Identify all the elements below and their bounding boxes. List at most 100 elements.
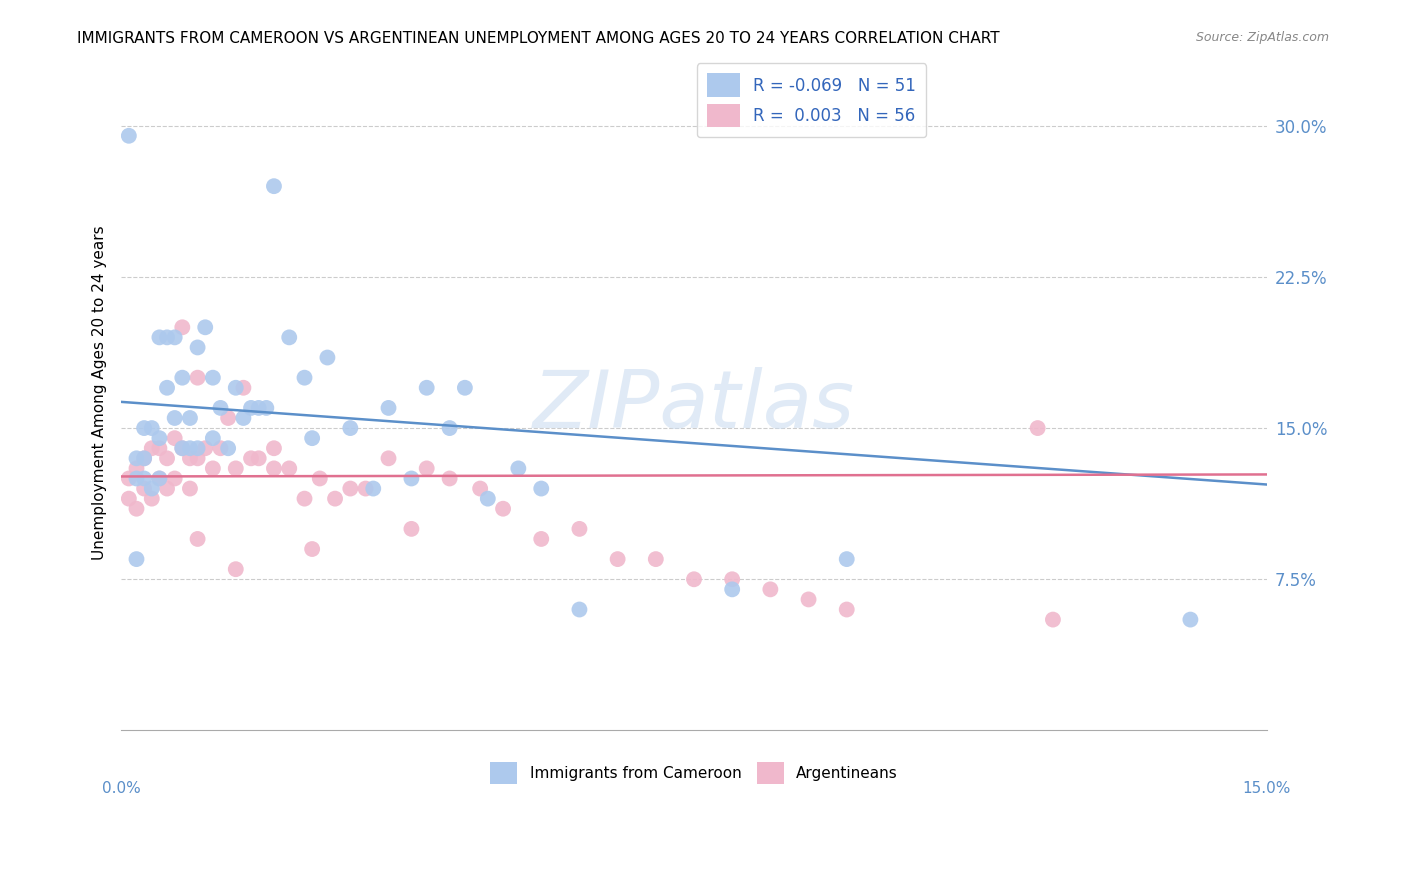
- Point: [439, 471, 461, 485]
- Point: [568, 522, 591, 536]
- Point: [454, 381, 477, 395]
- Point: [141, 421, 163, 435]
- Point: [134, 482, 156, 496]
- Point: [201, 370, 224, 384]
- Point: [134, 451, 156, 466]
- Point: [232, 411, 254, 425]
- Point: [225, 461, 247, 475]
- Point: [194, 320, 217, 334]
- Text: Source: ZipAtlas.com: Source: ZipAtlas.com: [1195, 31, 1329, 45]
- Point: [172, 442, 194, 456]
- Point: [156, 451, 179, 466]
- Point: [125, 552, 148, 566]
- Point: [179, 411, 201, 425]
- Point: [797, 592, 820, 607]
- Point: [172, 320, 194, 334]
- Point: [530, 482, 553, 496]
- Point: [401, 522, 423, 536]
- Point: [194, 442, 217, 456]
- Text: 0.0%: 0.0%: [101, 780, 141, 796]
- Point: [568, 602, 591, 616]
- Point: [263, 442, 285, 456]
- Point: [294, 370, 316, 384]
- Point: [125, 461, 148, 475]
- Point: [721, 572, 744, 586]
- Point: [172, 370, 194, 384]
- Point: [187, 442, 209, 456]
- Point: [1026, 421, 1049, 435]
- Point: [232, 381, 254, 395]
- Point: [263, 461, 285, 475]
- Point: [163, 471, 186, 485]
- Point: [172, 442, 194, 456]
- Point: [187, 341, 209, 355]
- Point: [278, 330, 301, 344]
- Point: [606, 552, 628, 566]
- Point: [721, 582, 744, 597]
- Point: [240, 401, 263, 415]
- Point: [217, 411, 239, 425]
- Point: [217, 442, 239, 456]
- Point: [148, 471, 170, 485]
- Point: [530, 532, 553, 546]
- Point: [247, 451, 270, 466]
- Point: [415, 461, 437, 475]
- Point: [1042, 613, 1064, 627]
- Point: [187, 451, 209, 466]
- Point: [1180, 613, 1202, 627]
- Point: [294, 491, 316, 506]
- Point: [377, 451, 399, 466]
- Point: [354, 482, 377, 496]
- Point: [118, 491, 141, 506]
- Point: [179, 482, 201, 496]
- Point: [125, 451, 148, 466]
- Point: [125, 471, 148, 485]
- Point: [187, 370, 209, 384]
- Point: [134, 471, 156, 485]
- Point: [644, 552, 666, 566]
- Point: [209, 442, 232, 456]
- Point: [225, 562, 247, 576]
- Point: [323, 491, 346, 506]
- Point: [179, 442, 201, 456]
- Point: [156, 482, 179, 496]
- Point: [125, 501, 148, 516]
- Point: [240, 451, 263, 466]
- Point: [508, 461, 530, 475]
- Point: [263, 179, 285, 194]
- Point: [477, 491, 499, 506]
- Point: [118, 471, 141, 485]
- Legend: R = -0.069   N = 51, R =  0.003   N = 56: R = -0.069 N = 51, R = 0.003 N = 56: [697, 63, 927, 137]
- Point: [683, 572, 706, 586]
- Point: [339, 482, 361, 496]
- Point: [148, 442, 170, 456]
- Point: [308, 471, 330, 485]
- Point: [415, 381, 437, 395]
- Point: [156, 330, 179, 344]
- Point: [301, 431, 323, 445]
- Point: [439, 421, 461, 435]
- Point: [316, 351, 339, 365]
- Point: [835, 552, 858, 566]
- Point: [148, 471, 170, 485]
- Point: [247, 401, 270, 415]
- Point: [835, 602, 858, 616]
- Point: [163, 330, 186, 344]
- Point: [148, 431, 170, 445]
- Point: [254, 401, 277, 415]
- Point: [187, 532, 209, 546]
- Point: [377, 401, 399, 415]
- Point: [401, 471, 423, 485]
- Point: [201, 461, 224, 475]
- Point: [209, 401, 232, 415]
- Y-axis label: Unemployment Among Ages 20 to 24 years: Unemployment Among Ages 20 to 24 years: [93, 226, 107, 560]
- Point: [163, 431, 186, 445]
- Point: [141, 482, 163, 496]
- Point: [118, 128, 141, 143]
- Point: [148, 330, 170, 344]
- Point: [141, 491, 163, 506]
- Point: [134, 421, 156, 435]
- Point: [492, 501, 515, 516]
- Point: [156, 381, 179, 395]
- Point: [141, 442, 163, 456]
